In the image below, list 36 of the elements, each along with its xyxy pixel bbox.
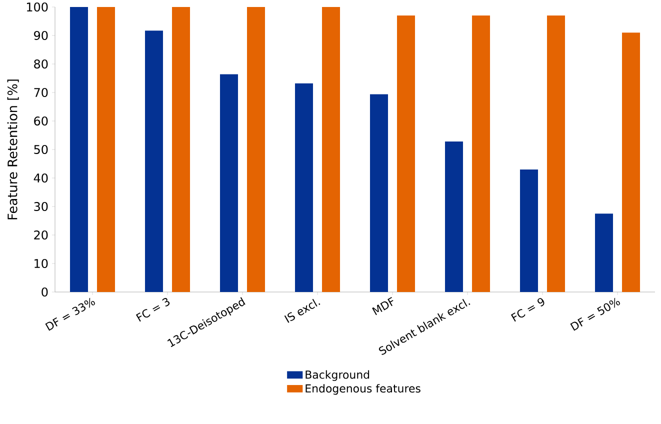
bar [397, 16, 416, 292]
bar [295, 83, 313, 292]
y-tick-label: 60 [34, 116, 48, 126]
legend-label: Background [306, 370, 370, 381]
bar [520, 169, 538, 292]
legend-label: Endogenous features [306, 384, 420, 395]
y-tick-label: 20 [34, 230, 48, 240]
y-tick-label: 30 [34, 202, 48, 212]
y-tick-label: 100 [26, 2, 48, 12]
y-tick-label: 40 [34, 173, 48, 183]
bar [97, 6, 115, 292]
bar [70, 6, 88, 292]
y-tick-label: 90 [34, 30, 48, 40]
x-tick-label: FC = 9 [510, 298, 544, 322]
bar [547, 16, 566, 292]
x-tick-label: IS excl. [284, 298, 320, 323]
bar [370, 94, 388, 292]
x-tick-label: FC = 3 [136, 298, 170, 322]
bar [472, 16, 490, 292]
bar [322, 6, 340, 292]
y-tick-label: 50 [34, 144, 48, 154]
y-tick-label: 70 [34, 88, 48, 98]
bar [445, 142, 464, 292]
y-axis-title: Feature Retention [%] [7, 80, 19, 220]
x-tick-label: MDF [372, 296, 394, 316]
bar [220, 74, 238, 292]
bar [247, 6, 265, 292]
bar [172, 6, 190, 292]
bar [595, 214, 614, 292]
y-tick-label: 80 [34, 59, 48, 69]
bar [145, 30, 163, 292]
y-tick-label: 10 [34, 258, 48, 268]
y-tick-label: 0 [42, 287, 48, 297]
x-tick-label: DF = 33% [45, 298, 95, 331]
x-tick-label: DF = 50% [570, 298, 620, 331]
bar [622, 32, 640, 292]
